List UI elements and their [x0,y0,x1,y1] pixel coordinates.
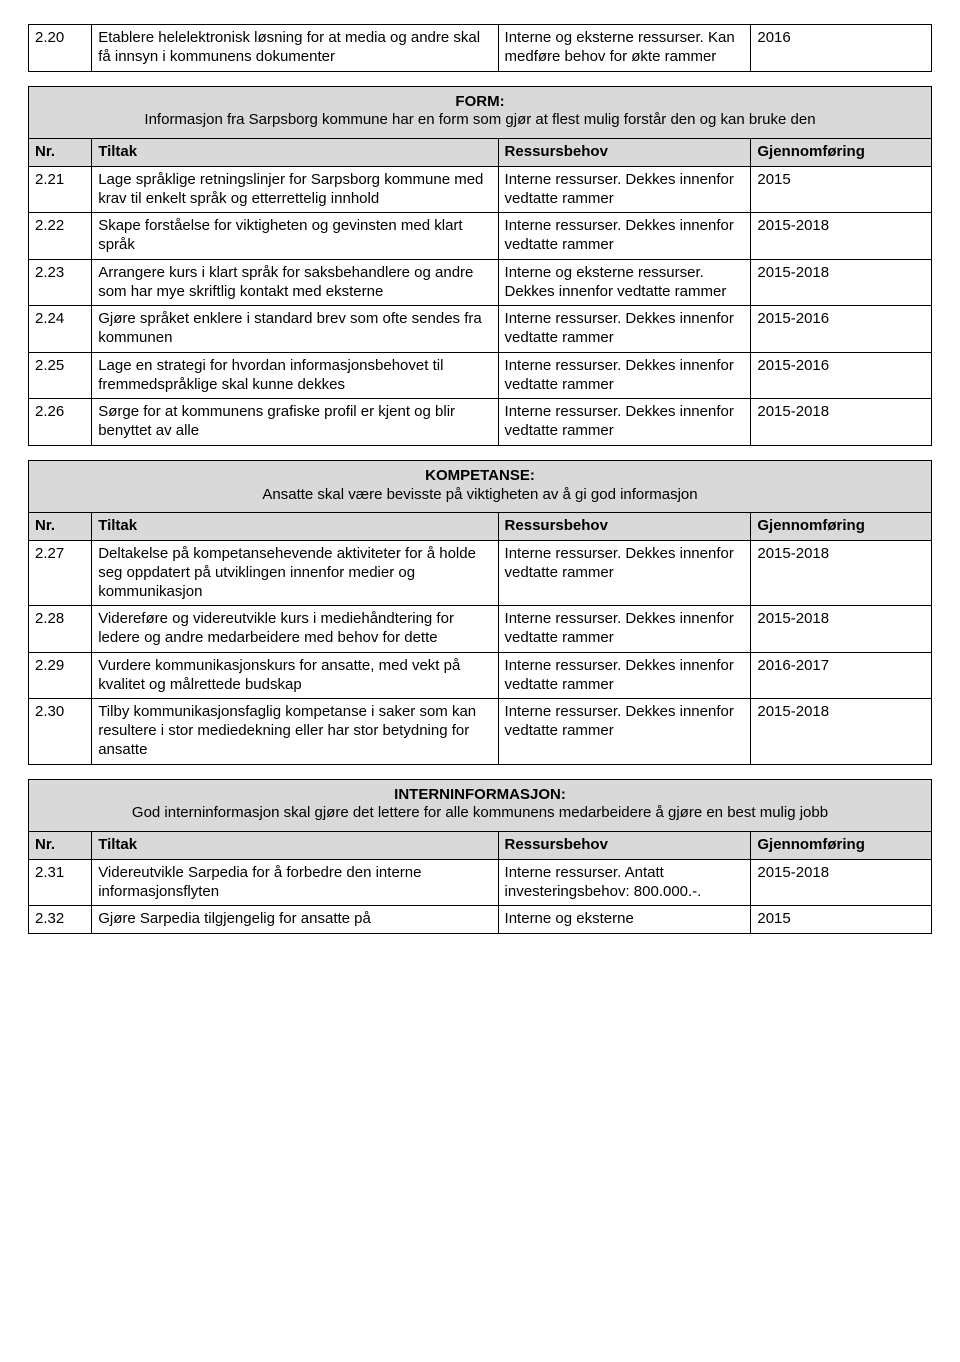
cell-ressurs: Interne ressurser. Dekkes innenfor vedta… [498,606,751,653]
cell-gj: 2015-2018 [751,259,932,306]
form-table: FORM: Informasjon fra Sarpsborg kommune … [28,86,932,446]
cell-ressurs: Interne ressurser. Dekkes innenfor vedta… [498,541,751,606]
cell-tiltak: Gjøre Sarpedia tilgjengelig for ansatte … [92,906,498,934]
cell-tiltak: Deltakelse på kompetansehevende aktivite… [92,541,498,606]
table-row: 2.28Videreføre og videreutvikle kurs i m… [29,606,932,653]
top-table: 2.20 Etablere helelektronisk løsning for… [28,24,932,72]
cell-ressurs: Interne ressurser. Dekkes innenfor vedta… [498,652,751,699]
section-sub: Informasjon fra Sarpsborg kommune har en… [35,111,925,130]
cell-tiltak: Sørge for at kommunens grafiske profil e… [92,399,498,446]
cell-ressurs: Interne og eksterne [498,906,751,934]
table-row: 2.20 Etablere helelektronisk løsning for… [29,25,932,72]
head-ressurs: Ressursbehov [498,832,751,860]
cell-gj: 2015 [751,166,932,213]
section-header: FORM: Informasjon fra Sarpsborg kommune … [29,86,932,139]
head-gj: Gjennomføring [751,139,932,167]
cell-tiltak: Lage språklige retningslinjer for Sarpsb… [92,166,498,213]
head-nr: Nr. [29,513,92,541]
section-title: FORM: [35,93,925,112]
cell-gj: 2015-2016 [751,306,932,353]
table-row: 2.30Tilby kommunikasjonsfaglig kompetans… [29,699,932,764]
kompetanse-table: KOMPETANSE: Ansatte skal være bevisste p… [28,460,932,765]
cell-nr: 2.24 [29,306,92,353]
table-row: 2.23Arrangere kurs i klart språk for sak… [29,259,932,306]
section-header-cell: FORM: Informasjon fra Sarpsborg kommune … [29,86,932,139]
cell-nr: 2.28 [29,606,92,653]
cell-ressurs: Interne ressurser. Dekkes innenfor vedta… [498,166,751,213]
table-row: 2.24Gjøre språket enklere i standard bre… [29,306,932,353]
cell-nr: 2.26 [29,399,92,446]
cell-tiltak: Skape forståelse for viktigheten og gevi… [92,213,498,260]
section-header: INTERNINFORMASJON: God interninformasjon… [29,779,932,832]
cell-tiltak: Tilby kommunikasjonsfaglig kompetanse i … [92,699,498,764]
intern-rows: 2.31Videreutvikle Sarpedia for å forbedr… [29,859,932,933]
cell-nr: 2.21 [29,166,92,213]
cell-gj: 2015 [751,906,932,934]
cell-nr: 2.30 [29,699,92,764]
head-tiltak: Tiltak [92,513,498,541]
table-row: 2.29Vurdere kommunikasjonskurs for ansat… [29,652,932,699]
cell-nr: 2.32 [29,906,92,934]
cell-gj: 2015-2018 [751,859,932,906]
table-row: 2.27Deltakelse på kompetansehevende akti… [29,541,932,606]
table-row: 2.22Skape forståelse for viktigheten og … [29,213,932,260]
cell-tiltak: Etablere helelektronisk løsning for at m… [92,25,498,72]
section-title: KOMPETANSE: [35,467,925,486]
cell-gj: 2015-2018 [751,541,932,606]
section-sub: Ansatte skal være bevisste på viktighete… [35,486,925,505]
cell-gj: 2015-2018 [751,606,932,653]
cell-nr: 2.25 [29,352,92,399]
cell-tiltak: Vurdere kommunikasjonskurs for ansatte, … [92,652,498,699]
cell-ressurs: Interne ressurser. Dekkes innenfor vedta… [498,399,751,446]
head-ressurs: Ressursbehov [498,513,751,541]
cell-nr: 2.23 [29,259,92,306]
cell-ressurs: Interne og eksterne ressurser. Kan medfø… [498,25,751,72]
cell-ressurs: Interne ressurser. Dekkes innenfor vedta… [498,213,751,260]
cell-ressurs: Interne ressurser. Dekkes innenfor vedta… [498,306,751,353]
head-gj: Gjennomføring [751,832,932,860]
cell-ressurs: Interne ressurser. Dekkes innenfor vedta… [498,352,751,399]
column-header-row: Nr. Tiltak Ressursbehov Gjennomføring [29,513,932,541]
cell-tiltak: Videreføre og videreutvikle kurs i medie… [92,606,498,653]
head-gj: Gjennomføring [751,513,932,541]
column-header-row: Nr. Tiltak Ressursbehov Gjennomføring [29,139,932,167]
section-sub: God interninformasjon skal gjøre det let… [35,804,925,823]
table-row: 2.25Lage en strategi for hvordan informa… [29,352,932,399]
head-tiltak: Tiltak [92,832,498,860]
cell-tiltak: Gjøre språket enklere i standard brev so… [92,306,498,353]
cell-ressurs: Interne og eksterne ressurser. Dekkes in… [498,259,751,306]
head-nr: Nr. [29,139,92,167]
cell-gj: 2015-2016 [751,352,932,399]
cell-gj: 2015-2018 [751,699,932,764]
table-row: 2.21Lage språklige retningslinjer for Sa… [29,166,932,213]
head-ressurs: Ressursbehov [498,139,751,167]
head-tiltak: Tiltak [92,139,498,167]
cell-gj: 2016 [751,25,932,72]
cell-nr: 2.22 [29,213,92,260]
cell-nr: 2.20 [29,25,92,72]
column-header-row: Nr. Tiltak Ressursbehov Gjennomføring [29,832,932,860]
cell-tiltak: Lage en strategi for hvordan informasjon… [92,352,498,399]
table-row: 2.31Videreutvikle Sarpedia for å forbedr… [29,859,932,906]
cell-gj: 2015-2018 [751,399,932,446]
kompetanse-rows: 2.27Deltakelse på kompetansehevende akti… [29,541,932,765]
table-row: 2.32Gjøre Sarpedia tilgjengelig for ansa… [29,906,932,934]
cell-nr: 2.31 [29,859,92,906]
intern-table: INTERNINFORMASJON: God interninformasjon… [28,779,932,935]
cell-gj: 2015-2018 [751,213,932,260]
cell-ressurs: Interne ressurser. Dekkes innenfor vedta… [498,699,751,764]
head-nr: Nr. [29,832,92,860]
table-row: 2.26Sørge for at kommunens grafiske prof… [29,399,932,446]
cell-tiltak: Videreutvikle Sarpedia for å forbedre de… [92,859,498,906]
section-header-cell: INTERNINFORMASJON: God interninformasjon… [29,779,932,832]
cell-nr: 2.29 [29,652,92,699]
cell-tiltak: Arrangere kurs i klart språk for saksbeh… [92,259,498,306]
form-rows: 2.21Lage språklige retningslinjer for Sa… [29,166,932,445]
cell-ressurs: Interne ressurser. Antatt investeringsbe… [498,859,751,906]
section-title: INTERNINFORMASJON: [35,786,925,805]
section-header: KOMPETANSE: Ansatte skal være bevisste p… [29,460,932,513]
cell-gj: 2016-2017 [751,652,932,699]
cell-nr: 2.27 [29,541,92,606]
section-header-cell: KOMPETANSE: Ansatte skal være bevisste p… [29,460,932,513]
